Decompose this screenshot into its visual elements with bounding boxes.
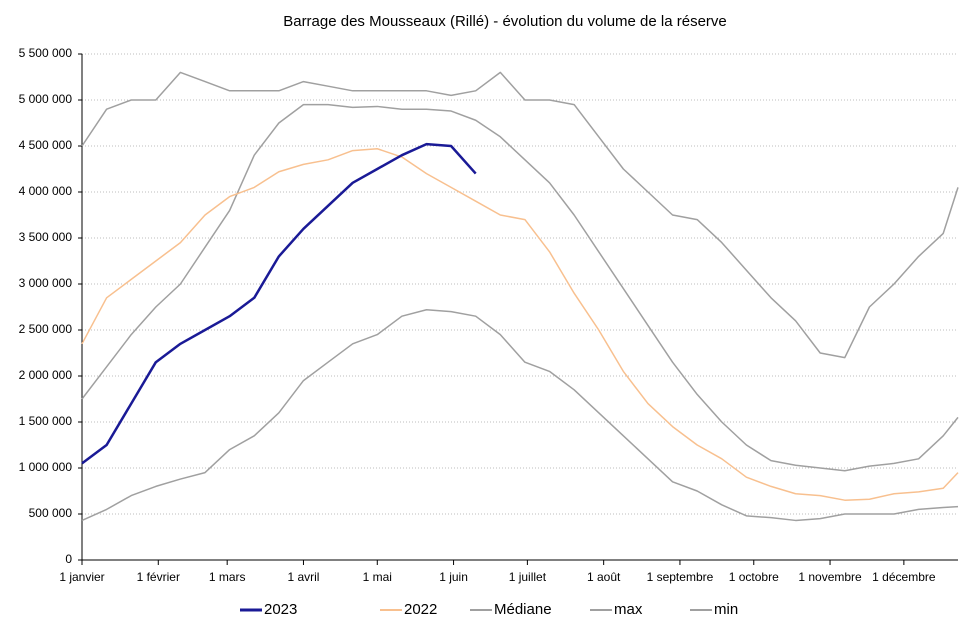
- y-tick-label: 3 500 000: [19, 230, 73, 244]
- y-tick-label: 4 500 000: [19, 138, 73, 152]
- chart-title: Barrage des Mousseaux (Rillé) - évolutio…: [283, 13, 727, 30]
- legend-label: max: [614, 601, 643, 618]
- x-tick-label: 1 septembre: [647, 570, 714, 584]
- x-tick-label: 1 décembre: [872, 570, 936, 584]
- series-line: [81, 148, 959, 501]
- y-tick-label: 5 000 000: [19, 92, 73, 106]
- y-tick-label: 5 500 000: [19, 46, 73, 60]
- series-line: [81, 142, 477, 465]
- y-tick-label: 2 000 000: [19, 368, 73, 382]
- y-tick-label: 2 500 000: [19, 322, 73, 336]
- x-tick-label: 1 octobre: [729, 570, 779, 584]
- y-tick-label: 3 000 000: [19, 276, 73, 290]
- x-tick-label: 1 novembre: [798, 570, 862, 584]
- y-tick-label: 1 500 000: [19, 414, 73, 428]
- x-tick-label: 1 juin: [439, 570, 468, 584]
- series-line: [81, 309, 959, 522]
- legend-label: 2023: [264, 601, 297, 618]
- legend-label: 2022: [404, 601, 437, 618]
- y-tick-label: 500 000: [29, 506, 73, 520]
- legend-label: min: [714, 601, 738, 618]
- legend-label: Médiane: [494, 601, 552, 618]
- y-tick-label: 0: [65, 552, 72, 566]
- y-tick-label: 4 000 000: [19, 184, 73, 198]
- x-tick-label: 1 mai: [363, 570, 392, 584]
- x-tick-label: 1 avril: [287, 570, 319, 584]
- x-tick-label: 1 juillet: [509, 570, 547, 584]
- x-tick-label: 1 février: [137, 570, 180, 584]
- x-tick-label: 1 mars: [209, 570, 246, 584]
- x-tick-label: 1 août: [587, 570, 621, 584]
- y-tick-label: 1 000 000: [19, 460, 73, 474]
- series-line: [81, 103, 959, 472]
- series-line: [81, 71, 959, 359]
- x-tick-label: 1 janvier: [59, 570, 104, 584]
